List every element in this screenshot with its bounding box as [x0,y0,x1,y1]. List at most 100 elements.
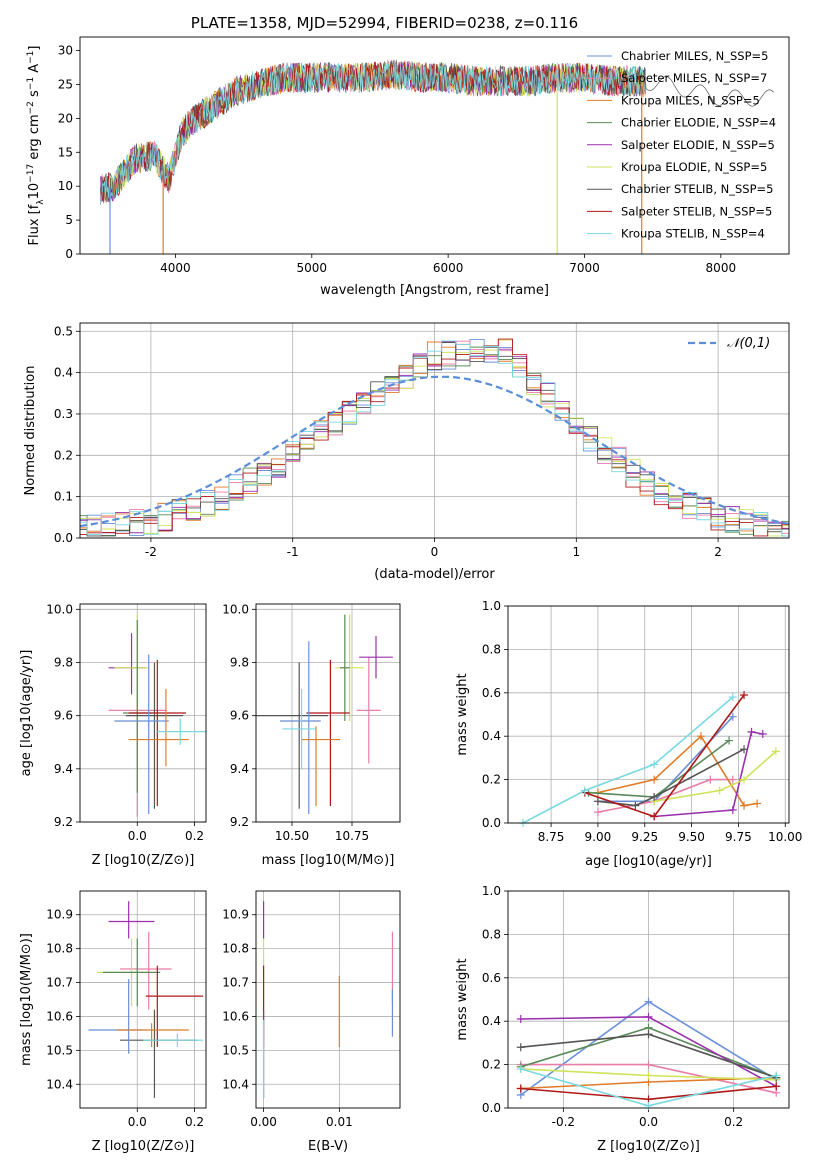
error-bar-point [114,614,149,721]
x-tick-label: -2 [145,545,157,559]
mass-weight-marker [516,1043,525,1052]
y-tick-label: 5 [65,213,73,227]
x-tick-label: 10.75 [335,829,369,843]
y-tick-label: 10.4 [46,1077,73,1091]
mass-weight-marker [715,786,724,795]
y-tick-label: 10.8 [46,942,73,956]
x-tick-label: 1 [572,545,580,559]
y-tick-label: 0.6 [482,971,501,985]
mass-weight-line [597,778,733,813]
error-bar-point [282,689,316,769]
mass-weight-marker [644,1060,653,1069]
mass-weight-marker [644,1101,653,1110]
x-tick-label: 7000 [569,261,600,275]
y-tick-label: 10.9 [222,908,249,922]
error-bar-point [122,619,152,793]
mass-weight-marker [650,812,659,821]
mass-weight-marker [758,730,767,739]
x-tick-label: 6000 [433,261,464,275]
y-tick-label: 0.1 [54,490,73,504]
legend-entry: Chabrier MILES, N_SSP=5 [621,49,768,63]
legend-entry: Kroupa ELODIE, N_SSP=5 [621,160,767,174]
y-tick-label: 10.4 [222,1077,249,1091]
y-tick-label: 9.6 [230,709,249,723]
mass-weight-marker [772,1082,781,1091]
mass-weight-marker [706,775,715,784]
y-axis-label: age [log10(age/yr)] [19,650,34,777]
y-tick-label: 10.5 [46,1043,73,1057]
y-tick-label: 0.3 [54,407,73,421]
axes-frame [507,890,790,1109]
x-tick-label: 9.25 [631,830,658,844]
mass-weight-marker [753,799,762,808]
y-tick-label: 9.2 [230,815,249,829]
panel-1: -2 -1 0 1 2 0.0 0.1 0.2 0.3 0.4 0.5 (data-model)/er… [23,322,790,582]
y-tick-label: 10.7 [46,976,73,990]
mass-weight-marker [740,775,749,784]
axes-frame [507,605,790,824]
histogram-step [80,342,789,537]
x-axis-label: Z [log10(Z/Z⊙)] [92,853,195,868]
y-tick-label: 0.6 [482,686,501,700]
error-bar-point [359,635,393,679]
chart-title: PLATE=1358, MJD=52994, FIBERID=0238, z=0… [191,14,578,32]
mass-weight-marker [516,1015,525,1024]
y-tick-label: 10.9 [46,908,73,922]
y-tick-label: 10.8 [222,942,249,956]
panel-0: 4000 5000 6000 7000 8000 0 5 10 15 20 25 30 PLATE=13… [26,14,790,298]
x-axis-label: mass [log10(M/M⊙)] [262,853,395,868]
mass-weight-marker [644,1012,653,1021]
x-tick-label: 0.01 [326,1115,353,1129]
mass-weight-marker [644,997,653,1006]
x-axis-label: wavelength [Angstrom, rest frame] [320,283,549,298]
y-tick-label: 10.6 [46,1009,73,1023]
x-tick-label: 10.00 [768,830,802,844]
mass-weight-marker [740,801,749,810]
mass-weight-line [653,750,777,803]
y-tick-label: 10.0 [46,602,73,616]
mass-weight-marker [593,808,602,817]
y-axis-label: Normed distribution [23,366,38,496]
x-tick-label: 2 [714,545,722,559]
x-tick-label: -1 [287,545,299,559]
mass-weight-marker [740,690,749,699]
error-bar-point [280,641,321,815]
x-axis-label: Z [log10(Z/Z⊙)] [597,1139,700,1154]
y-tick-label: 0.0 [482,816,501,830]
error-bar-point [114,654,169,815]
y-axis-label: mass weight [455,673,470,755]
y-tick-label: 9.8 [230,655,249,669]
error-bar-point [356,657,381,764]
legend-entry: Chabrier ELODIE, N_SSP=4 [621,116,776,130]
mass-weight-marker [644,1071,653,1080]
mass-weight-marker [725,736,734,745]
axes-frame [255,890,401,1109]
mass-weight-marker [593,797,602,806]
error-bar-point [340,614,350,721]
x-tick-label: 9.50 [678,830,705,844]
error-bar-point [157,718,206,745]
y-tick-label: 0.4 [482,729,501,743]
y-tick-label: 10.7 [222,976,249,990]
y-tick-label: 9.4 [230,762,249,776]
mass-weight-marker [728,805,737,814]
mass-weight-marker [650,792,659,801]
x-tick-label: 10.50 [275,829,309,843]
y-tick-label: 25 [58,77,73,91]
mass-weight-line [654,730,763,818]
mass-weight-marker [580,786,589,795]
error-bar-point [128,689,189,767]
mass-weight-marker [728,775,737,784]
x-tick-label: 0.0 [128,1115,147,1129]
legend-entry: Kroupa STELIB, N_SSP=4 [621,227,765,241]
legend-entry: Kroupa MILES, N_SSP=5 [621,93,760,107]
axes-frame [79,890,207,1109]
y-tick-label: 9.8 [54,655,73,669]
y-tick-label: 30 [58,44,73,58]
axes-frame [79,322,790,539]
x-tick-label: 0.2 [185,829,204,843]
mass-weight-marker [728,693,737,702]
x-tick-label: 4000 [160,261,191,275]
y-tick-label: 20 [58,111,73,125]
y-tick-label: 0.2 [482,1058,501,1072]
